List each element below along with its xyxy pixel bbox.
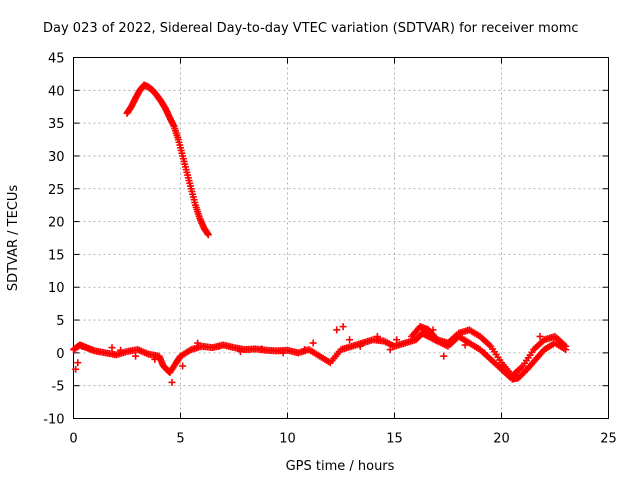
data-point: [117, 346, 125, 354]
data-point: [309, 339, 317, 347]
data-point: [440, 352, 448, 360]
data-point: [132, 352, 140, 360]
y-tick-label: -10: [43, 413, 64, 428]
data-marks: [70, 81, 570, 386]
y-tick-label: 20: [48, 216, 65, 231]
data-point: [461, 341, 469, 349]
data-point: [258, 345, 266, 353]
y-tick-label: 45: [48, 52, 65, 67]
data-point: [512, 369, 520, 377]
data-point: [215, 342, 223, 350]
data-point: [204, 231, 212, 239]
x-axis-label: GPS time / hours: [286, 459, 395, 474]
y-axis-label: SDTVAR / TECUs: [6, 185, 21, 292]
data-point: [339, 323, 347, 331]
data-point: [386, 346, 394, 354]
data-point: [356, 342, 364, 350]
data-point: [108, 344, 116, 352]
data-point: [78, 342, 86, 350]
data-point: [429, 326, 437, 334]
data-point: [333, 326, 341, 334]
data-point: [393, 336, 401, 344]
grid: [73, 57, 609, 419]
data-point: [236, 348, 244, 356]
data-point: [346, 336, 354, 344]
x-tick-label: 20: [493, 432, 510, 447]
y-tick-label: 40: [48, 84, 65, 99]
data-point: [74, 359, 82, 367]
x-tick-label: 15: [386, 432, 403, 447]
plot-frame: [73, 57, 609, 419]
data-point: [168, 378, 176, 386]
y-tick-label: 10: [48, 281, 65, 296]
y-tick-label: 35: [48, 117, 65, 132]
data-point: [279, 349, 287, 357]
x-tick-label: 25: [600, 432, 617, 447]
x-tick-label: 5: [176, 432, 184, 447]
x-tick-label: 0: [69, 432, 77, 447]
axis-ticks: 0 5 10 15 20 25 -10 -5 0 5 10 15 20 25 30 35 40 45: [43, 52, 617, 447]
chart-title: Day 023 of 2022, Sidereal Day-to-day VTE…: [43, 21, 579, 36]
data-point: [536, 332, 544, 340]
y-tick-label: 15: [48, 248, 65, 263]
data-point: [480, 349, 488, 357]
data-point: [194, 339, 202, 347]
y-tick-label: 5: [56, 314, 64, 329]
data-point: [179, 362, 187, 370]
data-point: [72, 365, 80, 373]
data-point: [557, 342, 565, 350]
y-tick-label: 30: [48, 150, 65, 165]
data-point: [373, 332, 381, 340]
y-tick-label: 0: [56, 347, 64, 362]
data-point: [301, 346, 309, 354]
y-tick-label: -5: [52, 380, 65, 395]
x-tick-label: 10: [279, 432, 296, 447]
data-point: [151, 355, 159, 363]
y-tick-label: 25: [48, 183, 65, 198]
